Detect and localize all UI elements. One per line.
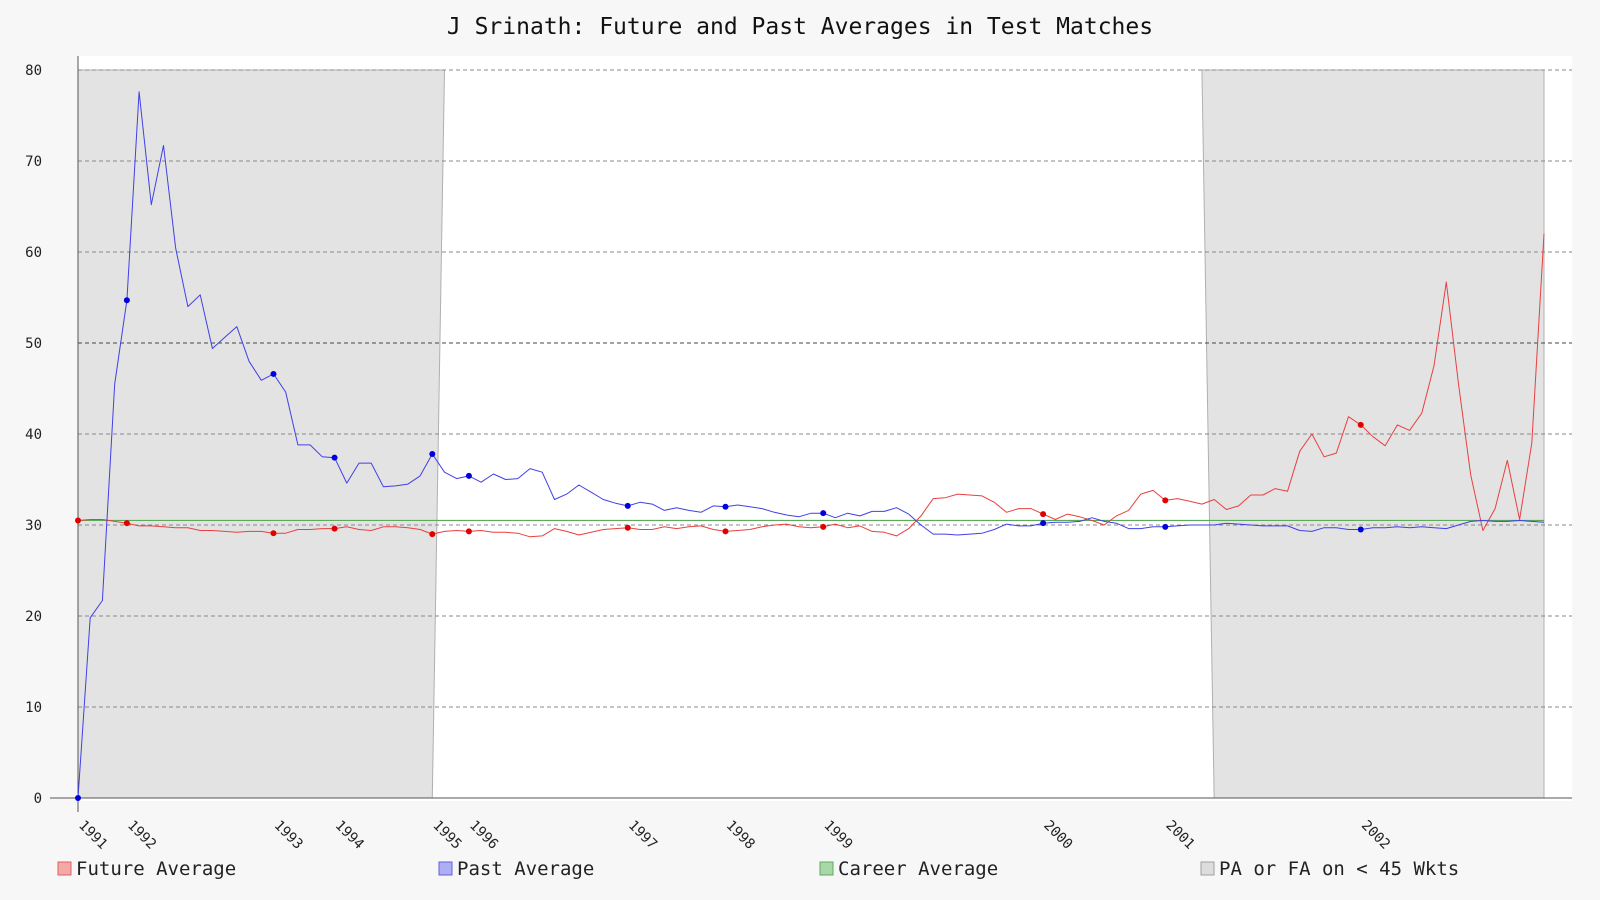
legend-swatch <box>1200 861 1215 876</box>
past-average-marker <box>722 503 729 510</box>
y-tick-label: 60 <box>25 245 42 261</box>
legend-swatch <box>57 861 72 876</box>
past-average-marker <box>75 795 81 801</box>
future-average-marker <box>331 525 338 532</box>
future-average-marker <box>1162 497 1169 504</box>
future-average-line <box>77 233 1545 538</box>
y-tick-label: 80 <box>25 63 42 79</box>
future-average-marker <box>820 523 827 530</box>
past-average-marker <box>270 370 277 377</box>
future-average-marker <box>465 528 472 535</box>
y-tick-label: 50 <box>25 336 42 352</box>
past-average-marker <box>429 451 436 458</box>
legend-swatch <box>819 861 834 876</box>
past-average-marker <box>1357 526 1364 533</box>
future-average-marker <box>722 528 729 535</box>
legend: Future Average Past Average Career Average… <box>57 858 1459 880</box>
past-average-marker <box>331 454 338 461</box>
future-average-marker <box>270 530 277 537</box>
future-average-marker <box>123 520 130 527</box>
y-tick-label: 0 <box>34 791 42 807</box>
future-average-marker <box>1040 511 1047 518</box>
legend-swatch <box>438 861 453 876</box>
past-average-line <box>77 91 1545 799</box>
future-average-marker <box>624 524 631 531</box>
series-markers <box>75 297 1364 801</box>
past-average-marker <box>1162 523 1169 530</box>
future-average-marker <box>429 531 436 538</box>
chart-title: J Srinath: Future and Past Averages in T… <box>447 14 1153 40</box>
future-average-marker <box>75 517 81 524</box>
legend-label: Career Average <box>838 858 998 880</box>
grid-lines <box>78 69 1572 708</box>
past-average-marker <box>465 472 472 479</box>
series-lines <box>77 91 1545 799</box>
future-average-marker <box>1357 421 1364 428</box>
past-average-marker <box>820 510 827 517</box>
legend-label: PA or FA on < 45 Wkts <box>1219 858 1459 880</box>
y-tick-label: 20 <box>25 609 42 625</box>
past-average-marker <box>1040 520 1047 527</box>
axes: 0 10 20 30 40 50 60 70 80 <box>25 56 1572 812</box>
y-tick-label: 70 <box>25 154 42 170</box>
y-tick-label: 30 <box>25 518 42 534</box>
y-tick-label: 10 <box>25 700 42 716</box>
legend-label: Past Average <box>457 858 594 880</box>
legend-label: Future Average <box>76 858 236 880</box>
past-average-marker <box>624 502 631 509</box>
y-tick-label: 40 <box>25 427 42 443</box>
past-average-marker <box>123 297 130 304</box>
